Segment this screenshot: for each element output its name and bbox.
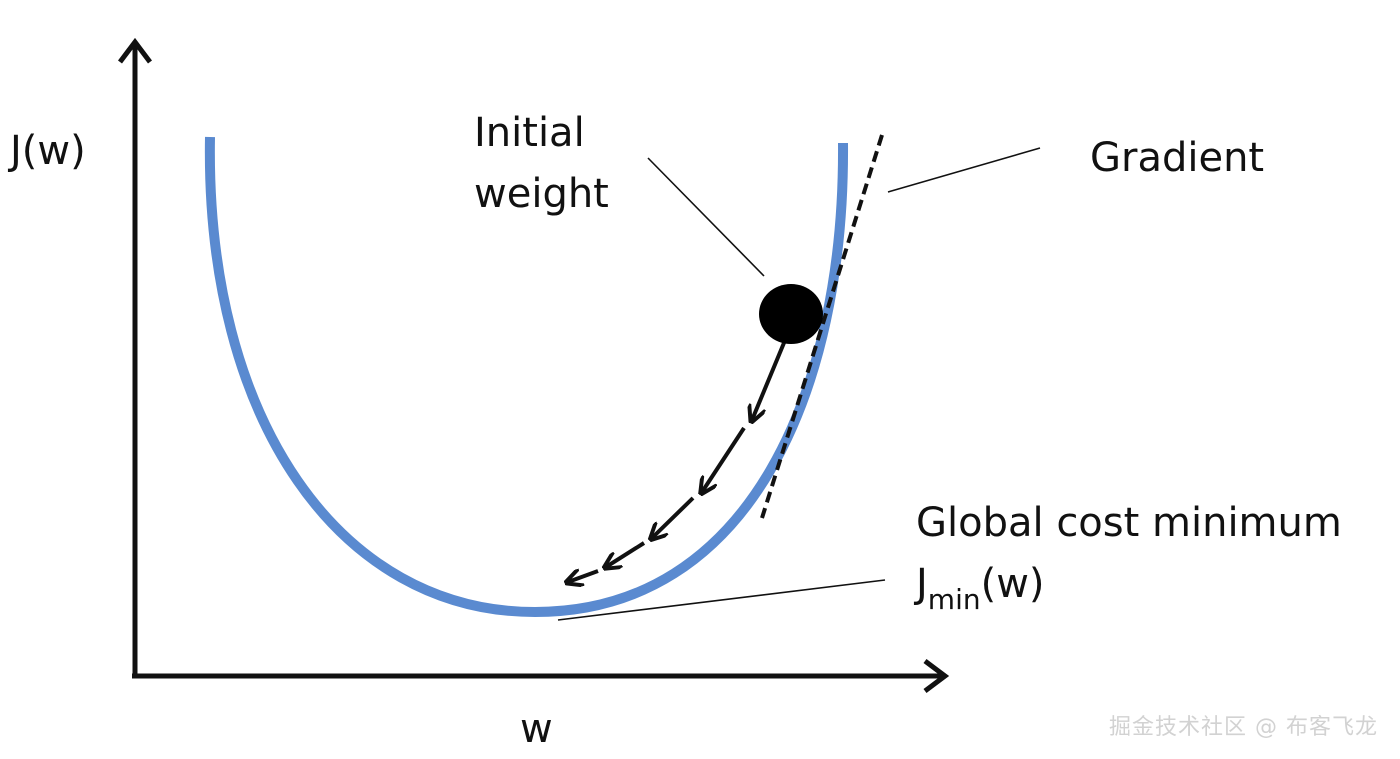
jmin-subscript: min bbox=[928, 583, 981, 616]
jmin-suffix: (w) bbox=[981, 561, 1045, 607]
x-axis-arrowhead bbox=[923, 659, 950, 693]
y-axis-label: J(w) bbox=[7, 128, 86, 174]
descent-steps bbox=[568, 337, 788, 582]
gradient-label: Gradient bbox=[1090, 135, 1264, 181]
cost-curve bbox=[204, 136, 849, 618]
global-minimum-label: Global cost minimum bbox=[916, 500, 1342, 546]
descent-step-arrow bbox=[652, 496, 695, 538]
x-axis-label: w bbox=[520, 706, 553, 752]
y-axis-arrowhead bbox=[118, 37, 152, 64]
descent-step-arrow bbox=[606, 541, 646, 567]
descent-step-arrow bbox=[702, 426, 746, 492]
jmin-prefix: J bbox=[913, 561, 928, 607]
descent-step-arrow bbox=[568, 571, 599, 582]
gradient-pointer-line bbox=[887, 147, 1041, 193]
initial-weight-pointer-line bbox=[647, 157, 765, 277]
global-minimum-pointer-line bbox=[557, 579, 886, 621]
initial-weight-label-line1: Initial bbox=[474, 110, 585, 156]
jmin-label: Jmin(w) bbox=[913, 561, 1045, 616]
watermark-text: 掘金技术社区 @ 布客飞龙 bbox=[1109, 715, 1378, 740]
initial-weight-label-line2: weight bbox=[474, 171, 609, 217]
y-axis bbox=[118, 37, 152, 676]
initial-weight-ball bbox=[759, 284, 823, 344]
descent-step-arrow bbox=[752, 337, 788, 420]
x-axis bbox=[132, 659, 950, 693]
